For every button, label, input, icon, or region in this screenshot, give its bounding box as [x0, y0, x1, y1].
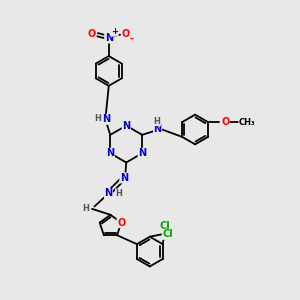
Text: CH₃: CH₃	[239, 118, 256, 127]
Text: H: H	[116, 189, 122, 198]
Text: N: N	[104, 188, 112, 198]
Text: H: H	[154, 117, 160, 126]
Text: N: N	[154, 124, 162, 134]
Text: O: O	[221, 117, 229, 127]
Text: O: O	[88, 29, 96, 39]
Text: N: N	[106, 148, 114, 158]
Text: O: O	[122, 29, 130, 39]
Text: Cl: Cl	[160, 221, 170, 231]
Text: Cl: Cl	[162, 229, 173, 239]
Text: N: N	[105, 33, 113, 43]
Text: +: +	[111, 27, 118, 36]
Text: H: H	[94, 114, 101, 123]
Text: N: N	[102, 114, 110, 124]
Text: N: N	[120, 173, 128, 183]
Text: -: -	[130, 33, 134, 43]
Text: O: O	[117, 218, 125, 228]
Text: N: N	[122, 121, 130, 130]
Text: N: N	[138, 148, 146, 158]
Text: H: H	[82, 204, 89, 213]
